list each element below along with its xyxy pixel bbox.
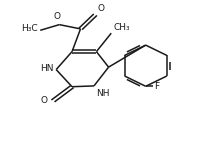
- Text: O: O: [98, 4, 105, 13]
- Text: O: O: [54, 12, 61, 21]
- Text: NH: NH: [96, 89, 110, 98]
- Text: CH₃: CH₃: [113, 23, 130, 32]
- Text: HN: HN: [40, 64, 54, 73]
- Text: H₃C: H₃C: [21, 24, 38, 33]
- Text: O: O: [41, 96, 48, 105]
- Text: F: F: [154, 82, 159, 91]
